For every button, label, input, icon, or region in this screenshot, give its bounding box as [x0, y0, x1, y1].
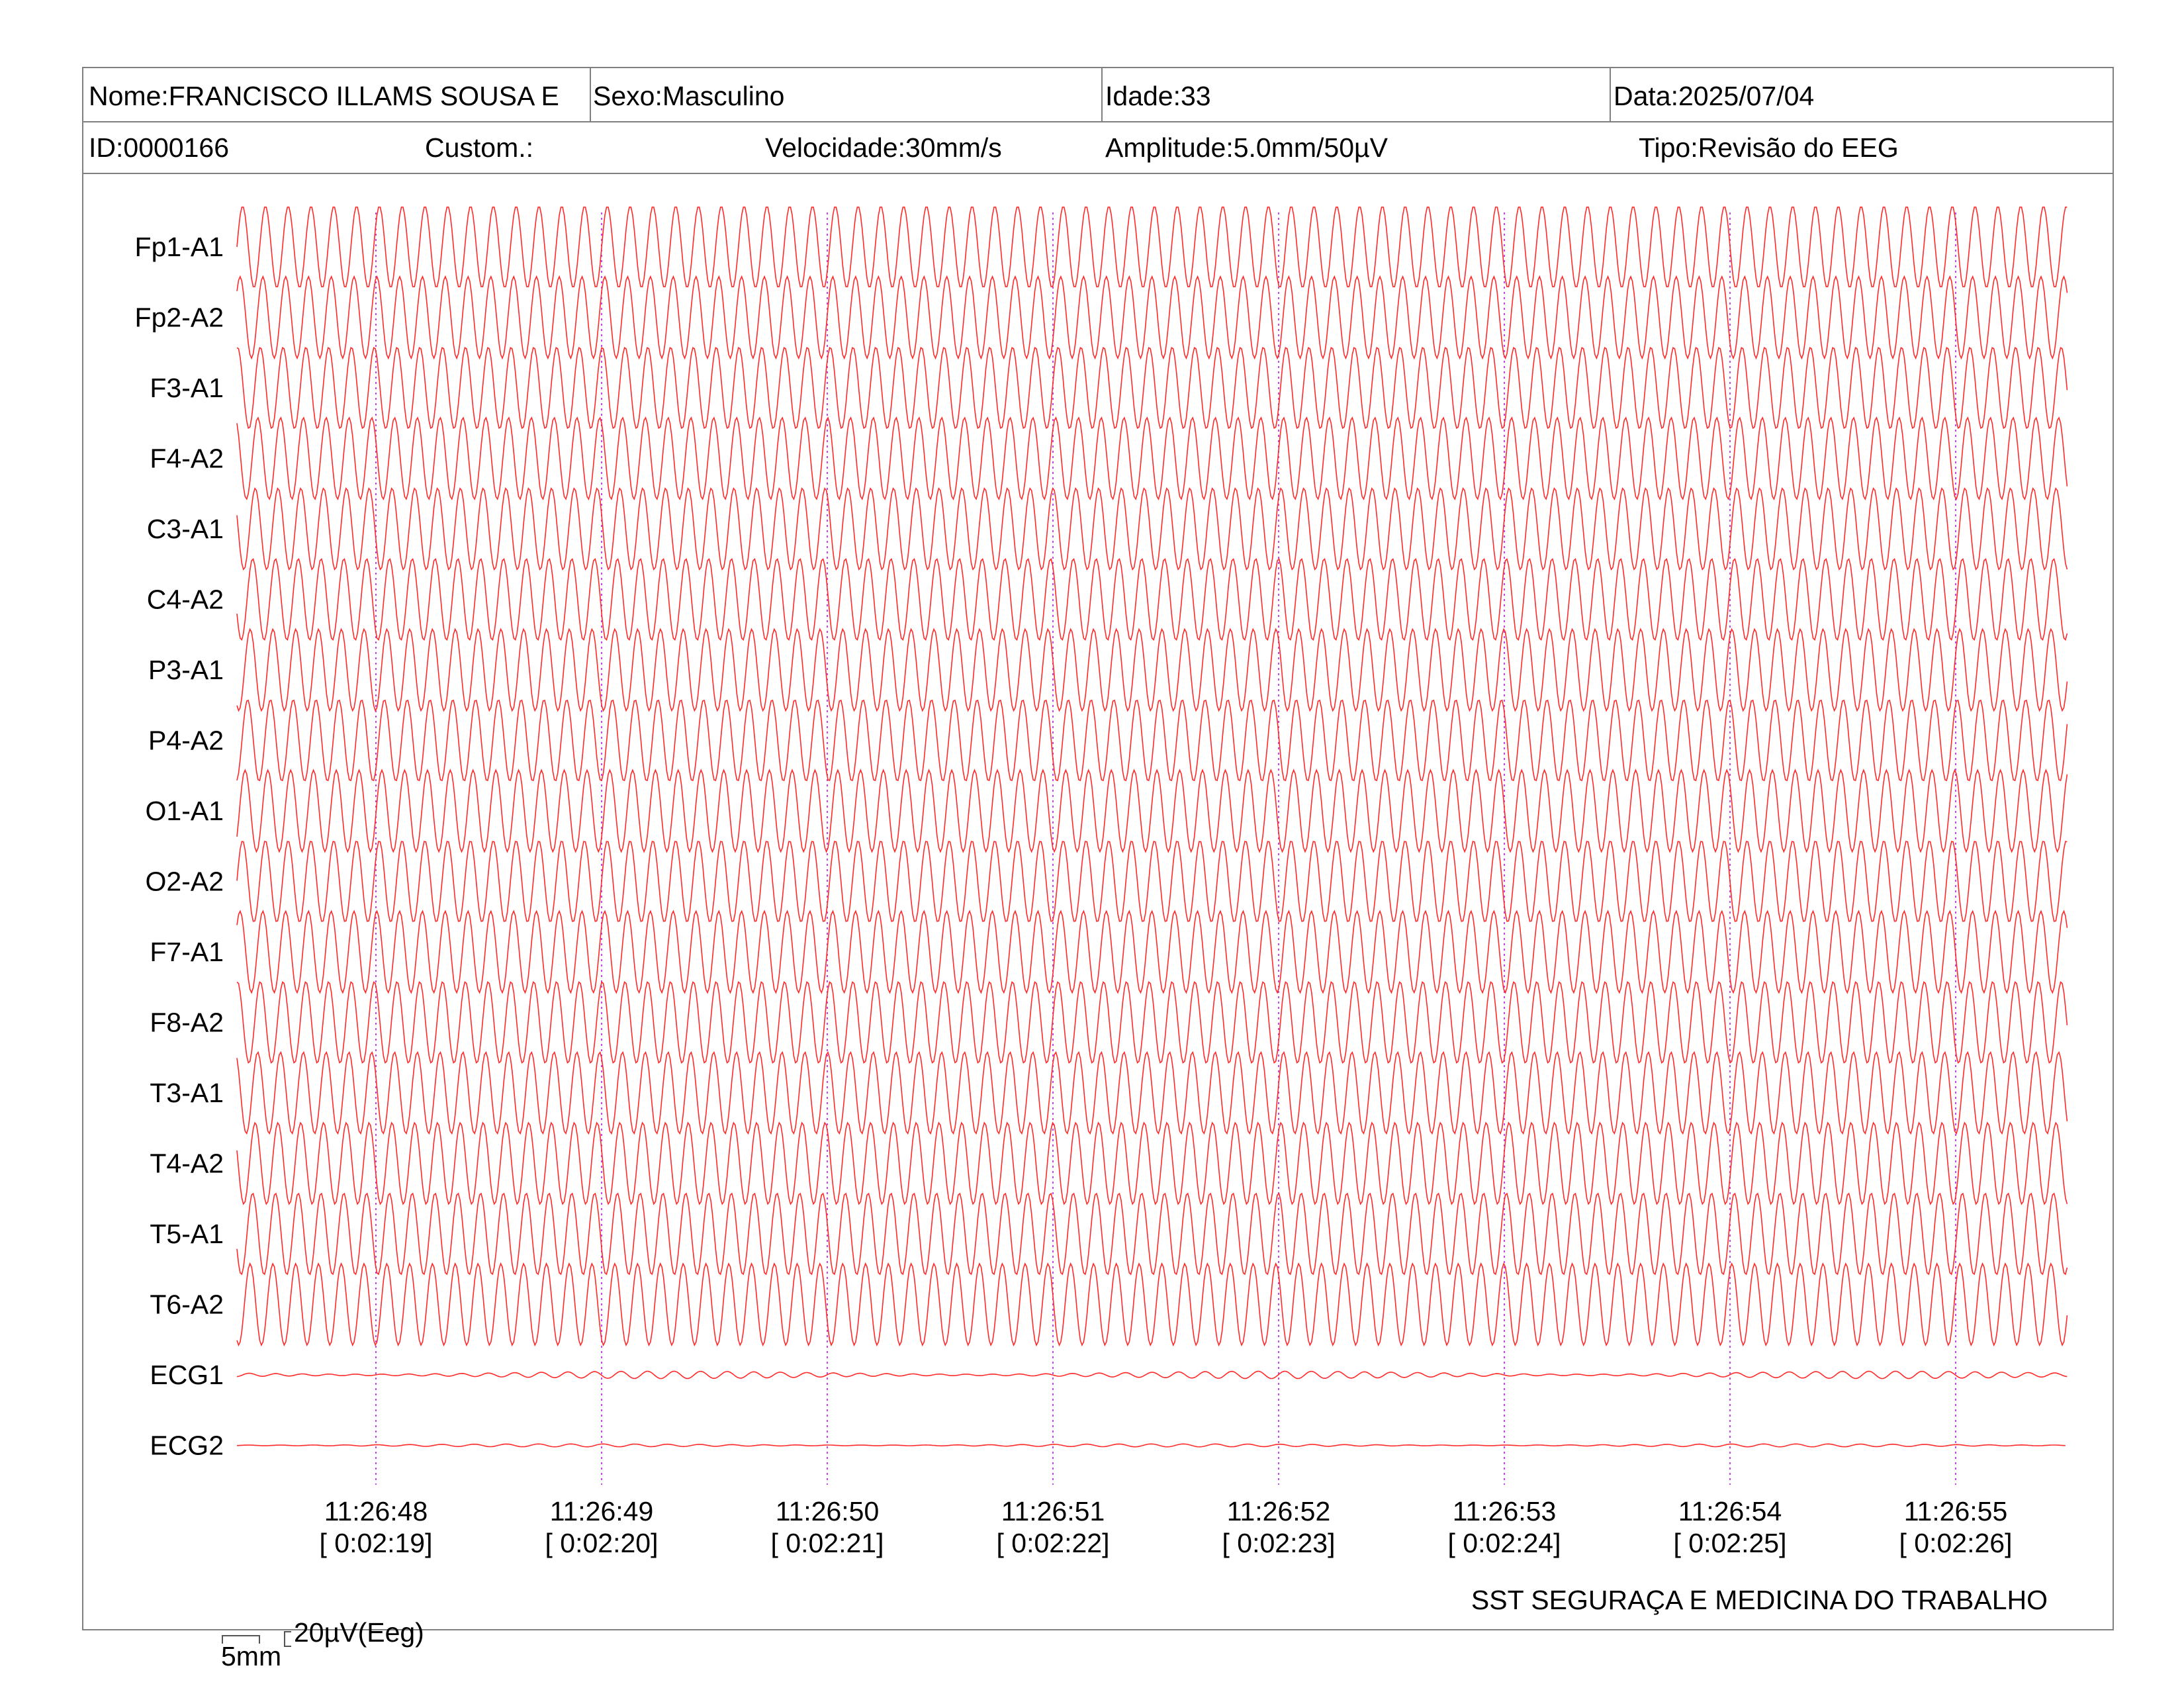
custom-field: Custom.: [425, 132, 534, 163]
channel-label: Fp2-A2 [135, 303, 224, 333]
channel-label: O1-A1 [146, 796, 224, 826]
amplitude-scale-label: 20µV(Eeg) [294, 1617, 424, 1648]
channel-trace [236, 416, 2068, 500]
channel-trace [236, 275, 2068, 360]
speed-setting: Velocidade:30mm/s [765, 132, 1002, 163]
time-marker-clock: 11:26:55 [1904, 1496, 2008, 1526]
channel-label: O2-A2 [146, 867, 224, 897]
time-marker-clock: 11:26:48 [324, 1496, 428, 1526]
channel-trace [236, 1370, 2068, 1380]
header-bottom-divider [83, 173, 2113, 174]
exam-date: Data:2025/07/04 [1614, 81, 1815, 111]
eeg-report-sheet: Nome:FRANCISCO ILLAMS SOUSA E Sexo:Mascu… [82, 67, 2114, 1671]
channel-label: T3-A1 [150, 1078, 224, 1108]
channel-trace [236, 981, 2068, 1064]
header-col-divider [1101, 68, 1103, 121]
time-marker-clock: 11:26:51 [1001, 1496, 1105, 1526]
channel-trace [236, 347, 2068, 429]
time-marker-elapsed: [ 0:02:25] [1674, 1528, 1787, 1558]
time-marker-elapsed: [ 0:02:22] [997, 1528, 1110, 1558]
time-marker-elapsed: [ 0:02:21] [771, 1528, 884, 1558]
amplitude-setting: Amplitude:5.0mm/50µV [1105, 132, 1388, 163]
organization-name: SST SEGURAÇA E MEDICINA DO TRABALHO [1471, 1585, 2048, 1615]
time-marker-clock: 11:26:52 [1227, 1496, 1331, 1526]
channel-label: T5-A1 [150, 1219, 224, 1249]
channel-label: F3-A1 [150, 373, 224, 403]
time-marker-elapsed: [ 0:02:26] [1899, 1528, 2013, 1558]
time-marker-clock: 11:26:50 [776, 1496, 880, 1526]
channel-label: T4-A2 [150, 1149, 224, 1179]
channel-label: C3-A1 [147, 514, 224, 544]
channel-trace [236, 1051, 2068, 1135]
channel-trace [236, 1443, 2066, 1448]
channel-label: F4-A2 [150, 444, 224, 474]
time-marker-elapsed: [ 0:02:19] [320, 1528, 433, 1558]
header-col-divider [1610, 68, 1611, 121]
time-scale-label: 5mm [221, 1641, 282, 1671]
time-marker-clock: 11:26:49 [550, 1496, 654, 1526]
patient-sex: Sexo:Masculino [593, 81, 785, 111]
channel-trace [236, 628, 2068, 712]
eeg-trace-area: Fp1-A1 Fp2-A2 F3-A1 F4-A2 C3-A1 C4-A2 P3-A1 P4-… [135, 207, 2068, 1558]
channel-trace [236, 207, 2068, 287]
channel-label: ECG1 [150, 1360, 224, 1390]
channel-label: F7-A1 [150, 937, 224, 967]
time-marker-elapsed: [ 0:02:24] [1448, 1528, 1561, 1558]
channel-trace [236, 1262, 2068, 1347]
channel-trace [236, 699, 2068, 782]
time-marker-clock: 11:26:54 [1678, 1496, 1782, 1526]
channel-trace [236, 910, 2068, 994]
channel-label: P3-A1 [148, 655, 224, 685]
channel-trace [236, 769, 2068, 853]
channel-label: ECG2 [150, 1430, 224, 1461]
channel-trace [236, 487, 2068, 571]
time-marker-elapsed: [ 0:02:20] [545, 1528, 659, 1558]
channel-label: C4-A2 [147, 585, 224, 615]
review-type: Tipo:Revisão do EEG [1639, 132, 1899, 163]
channel-trace [236, 1121, 2068, 1205]
header-col-divider [590, 68, 591, 121]
header-row-divider [83, 121, 2113, 122]
channel-trace [236, 1192, 2068, 1276]
time-marker-clock: 11:26:53 [1453, 1496, 1557, 1526]
patient-age: Idade:33 [1105, 81, 1211, 111]
channel-trace [236, 557, 2068, 641]
channel-label: T6-A2 [150, 1289, 224, 1320]
channel-label: F8-A2 [150, 1008, 224, 1038]
calibration-bracket-icon [222, 1631, 291, 1647]
time-marker-elapsed: [ 0:02:23] [1222, 1528, 1336, 1558]
patient-name: Nome:FRANCISCO ILLAMS SOUSA E [89, 81, 559, 111]
channel-trace [236, 841, 2068, 922]
patient-id: ID:0000166 [89, 132, 230, 163]
channel-label: P4-A2 [148, 726, 224, 756]
channel-label: Fp1-A1 [135, 232, 224, 262]
